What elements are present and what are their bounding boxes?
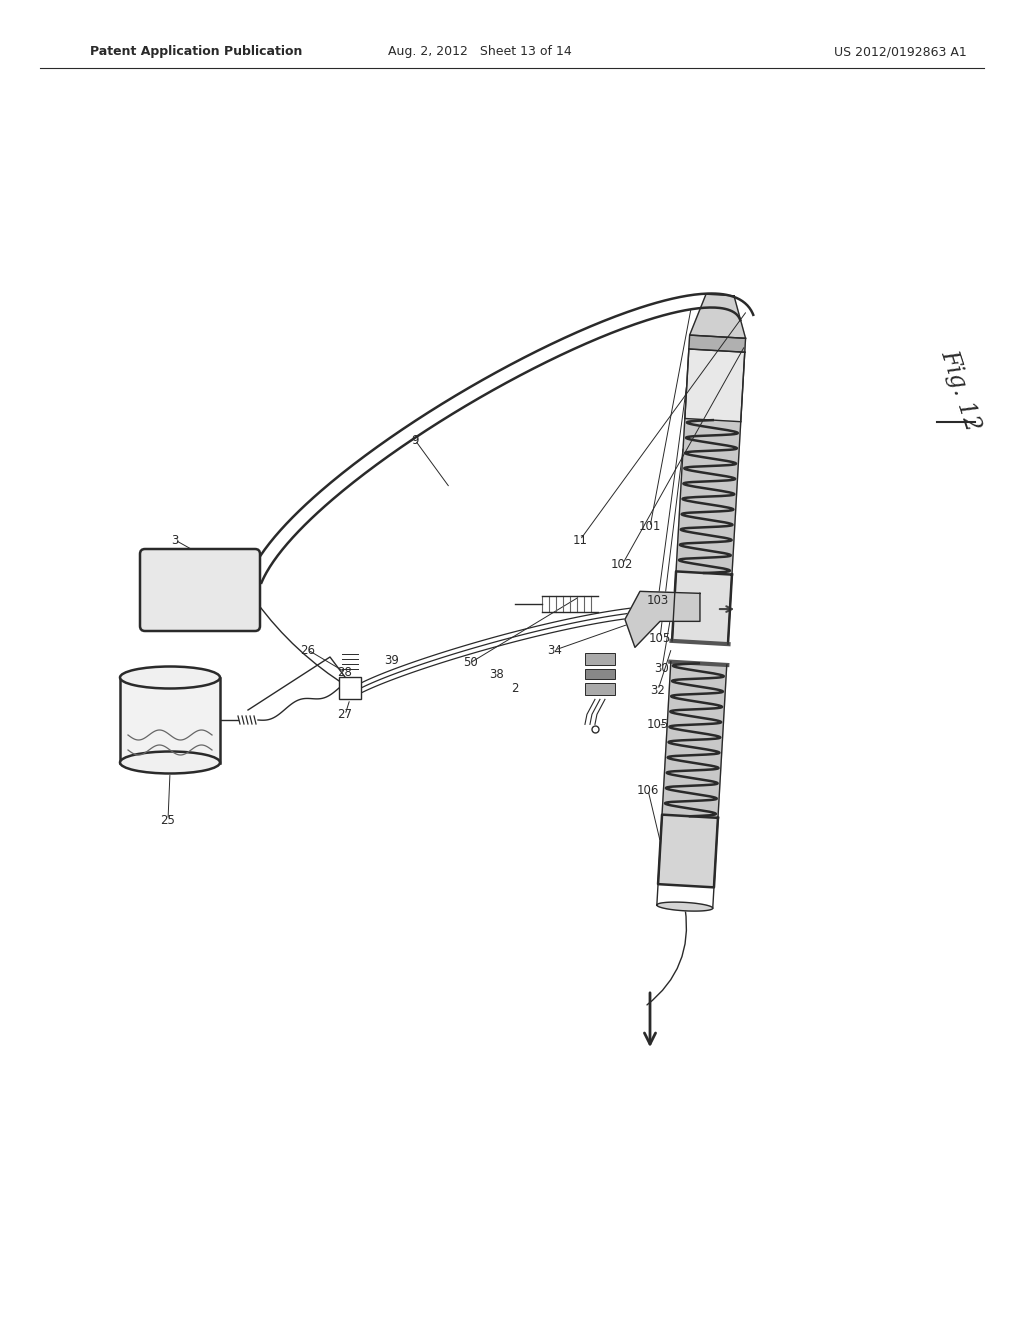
Text: 25: 25 xyxy=(161,813,175,826)
Text: Patent Application Publication: Patent Application Publication xyxy=(90,45,302,58)
FancyBboxPatch shape xyxy=(140,549,260,631)
Polygon shape xyxy=(672,572,732,644)
Polygon shape xyxy=(656,902,713,911)
Text: 30: 30 xyxy=(654,661,670,675)
Text: 28: 28 xyxy=(338,665,352,678)
Text: 38: 38 xyxy=(489,668,505,681)
Bar xyxy=(585,653,615,665)
Polygon shape xyxy=(625,591,700,647)
Text: 32: 32 xyxy=(650,684,666,697)
Polygon shape xyxy=(663,661,727,818)
Polygon shape xyxy=(658,814,718,887)
Text: 39: 39 xyxy=(385,653,399,667)
Text: 101: 101 xyxy=(639,520,662,533)
Bar xyxy=(339,677,361,700)
Ellipse shape xyxy=(120,751,220,774)
Text: 102: 102 xyxy=(610,558,633,572)
Text: 9: 9 xyxy=(412,433,419,446)
Polygon shape xyxy=(676,418,740,574)
Bar xyxy=(585,669,615,680)
Polygon shape xyxy=(689,294,745,338)
Text: 34: 34 xyxy=(548,644,562,656)
Text: 50: 50 xyxy=(463,656,477,669)
Text: 2: 2 xyxy=(511,681,519,694)
Text: 11: 11 xyxy=(572,533,588,546)
Bar xyxy=(120,677,220,763)
Text: US 2012/0192863 A1: US 2012/0192863 A1 xyxy=(834,45,967,58)
Text: 105: 105 xyxy=(647,718,669,731)
Ellipse shape xyxy=(120,667,220,689)
Text: 3: 3 xyxy=(171,533,178,546)
Polygon shape xyxy=(685,348,744,421)
Text: 27: 27 xyxy=(338,709,352,722)
Text: 105: 105 xyxy=(649,631,671,644)
Text: 106: 106 xyxy=(637,784,659,796)
Text: 26: 26 xyxy=(300,644,315,656)
Bar xyxy=(585,684,615,696)
Text: Fig. 12: Fig. 12 xyxy=(936,347,984,433)
Text: Aug. 2, 2012   Sheet 13 of 14: Aug. 2, 2012 Sheet 13 of 14 xyxy=(388,45,571,58)
Polygon shape xyxy=(689,335,745,352)
Text: 103: 103 xyxy=(647,594,669,606)
